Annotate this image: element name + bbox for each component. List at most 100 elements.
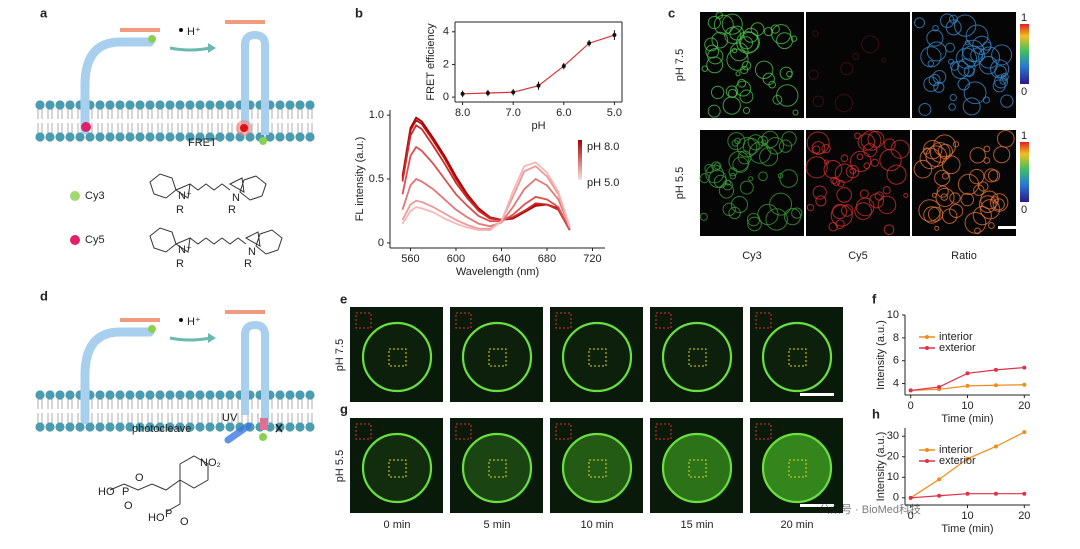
lipid-head — [135, 390, 145, 400]
data-point — [965, 371, 970, 376]
vesicle — [812, 145, 821, 154]
roi-interior — [688, 459, 707, 478]
vesicle — [699, 212, 708, 221]
lipid-head — [285, 132, 295, 142]
vesicle — [836, 187, 852, 203]
lipid-head — [125, 422, 135, 432]
vesicle — [779, 66, 793, 80]
vesicle — [939, 13, 955, 28]
vesicle — [929, 142, 951, 163]
lipid-head — [95, 100, 105, 110]
vesicle — [927, 206, 944, 222]
roi-interior — [488, 459, 507, 478]
y-tick-label: 0.5 — [369, 173, 384, 185]
lipid-head — [125, 390, 135, 400]
photocleave-label: photocleave — [132, 423, 191, 435]
cleaved-site — [260, 418, 268, 430]
vesicle — [741, 60, 752, 71]
vesicle — [715, 11, 724, 20]
vesicle — [815, 195, 827, 207]
vesicle — [918, 199, 941, 222]
time-label: 0 min — [384, 519, 411, 531]
roi-exterior — [455, 423, 472, 440]
vesicle — [735, 71, 741, 77]
data-point — [460, 91, 465, 96]
panel-label: e — [340, 291, 347, 306]
arrow — [169, 46, 211, 52]
vesicle — [821, 143, 831, 154]
vesicle — [925, 145, 948, 167]
vesicle — [903, 192, 909, 199]
vesicle — [728, 150, 750, 172]
x-tick-label: 7.0 — [506, 107, 521, 119]
y-tick-label: 0 — [378, 237, 384, 249]
vesicle — [972, 35, 992, 55]
vesicle — [739, 180, 754, 195]
lipid-head — [295, 132, 305, 142]
time-label: 15 min — [680, 519, 713, 531]
vesicle — [761, 321, 833, 393]
vesicle — [991, 44, 1013, 66]
lipid-head — [225, 100, 235, 110]
series-line — [401, 161, 571, 232]
vesicle — [832, 203, 848, 220]
micrograph — [912, 130, 1016, 236]
vesicle — [994, 65, 1007, 78]
lipid-head — [165, 132, 175, 142]
lipid-head — [55, 100, 65, 110]
vesicle — [704, 163, 714, 174]
atom-label: N — [248, 246, 256, 258]
y-axis-label: FRET efficiency — [425, 23, 437, 101]
lipid-head — [145, 390, 155, 400]
vesicle — [761, 432, 833, 504]
roi-exterior — [355, 312, 372, 329]
fret-label: FRET — [188, 137, 217, 149]
atom-label: O — [180, 516, 189, 528]
vesicle — [1000, 94, 1014, 108]
lipid-head — [35, 100, 45, 110]
vesicle — [734, 137, 741, 145]
lipid-head — [225, 132, 235, 142]
colorbar — [1020, 142, 1029, 202]
cy5-label: Cy5 — [85, 234, 105, 246]
atom-label: R — [228, 204, 236, 216]
vesicle — [983, 157, 991, 164]
vesicle — [722, 202, 736, 217]
vesicle — [964, 211, 987, 234]
vesicle — [722, 96, 741, 115]
lipid-head — [215, 100, 225, 110]
vesicle — [926, 29, 944, 47]
vesicle — [913, 159, 933, 179]
vesicle — [812, 185, 827, 200]
vesicle — [739, 36, 753, 50]
vesicle — [661, 432, 733, 504]
x-tick-label: 0 — [908, 400, 914, 412]
vesicle — [781, 131, 797, 147]
vesicle — [776, 32, 794, 50]
vesicle — [739, 89, 754, 104]
x-axis-label: Time (min) — [941, 523, 993, 535]
lipid-head — [45, 422, 55, 432]
x-tick-label: 680 — [538, 253, 556, 265]
vesicle — [718, 183, 735, 199]
row-label: pH 7.5 — [674, 49, 686, 81]
lipid-head — [45, 390, 55, 400]
vesicle — [881, 57, 887, 63]
atom-label: O — [124, 500, 133, 512]
colorbar-label: 1 — [1021, 130, 1027, 142]
vesicle — [945, 42, 955, 53]
strand — [225, 20, 265, 24]
lipid-head — [205, 390, 215, 400]
panel-label: g — [340, 401, 348, 416]
lipid-head — [125, 100, 135, 110]
roi-interior — [588, 459, 607, 478]
vesicle — [987, 169, 1001, 182]
vesicle — [877, 195, 897, 215]
data-point — [561, 64, 566, 69]
lipid-head — [205, 100, 215, 110]
legend-label: interior — [939, 331, 973, 343]
vesicle — [707, 48, 724, 65]
vesicle — [969, 147, 986, 164]
roi-exterior — [555, 423, 572, 440]
vesicle — [805, 156, 828, 179]
